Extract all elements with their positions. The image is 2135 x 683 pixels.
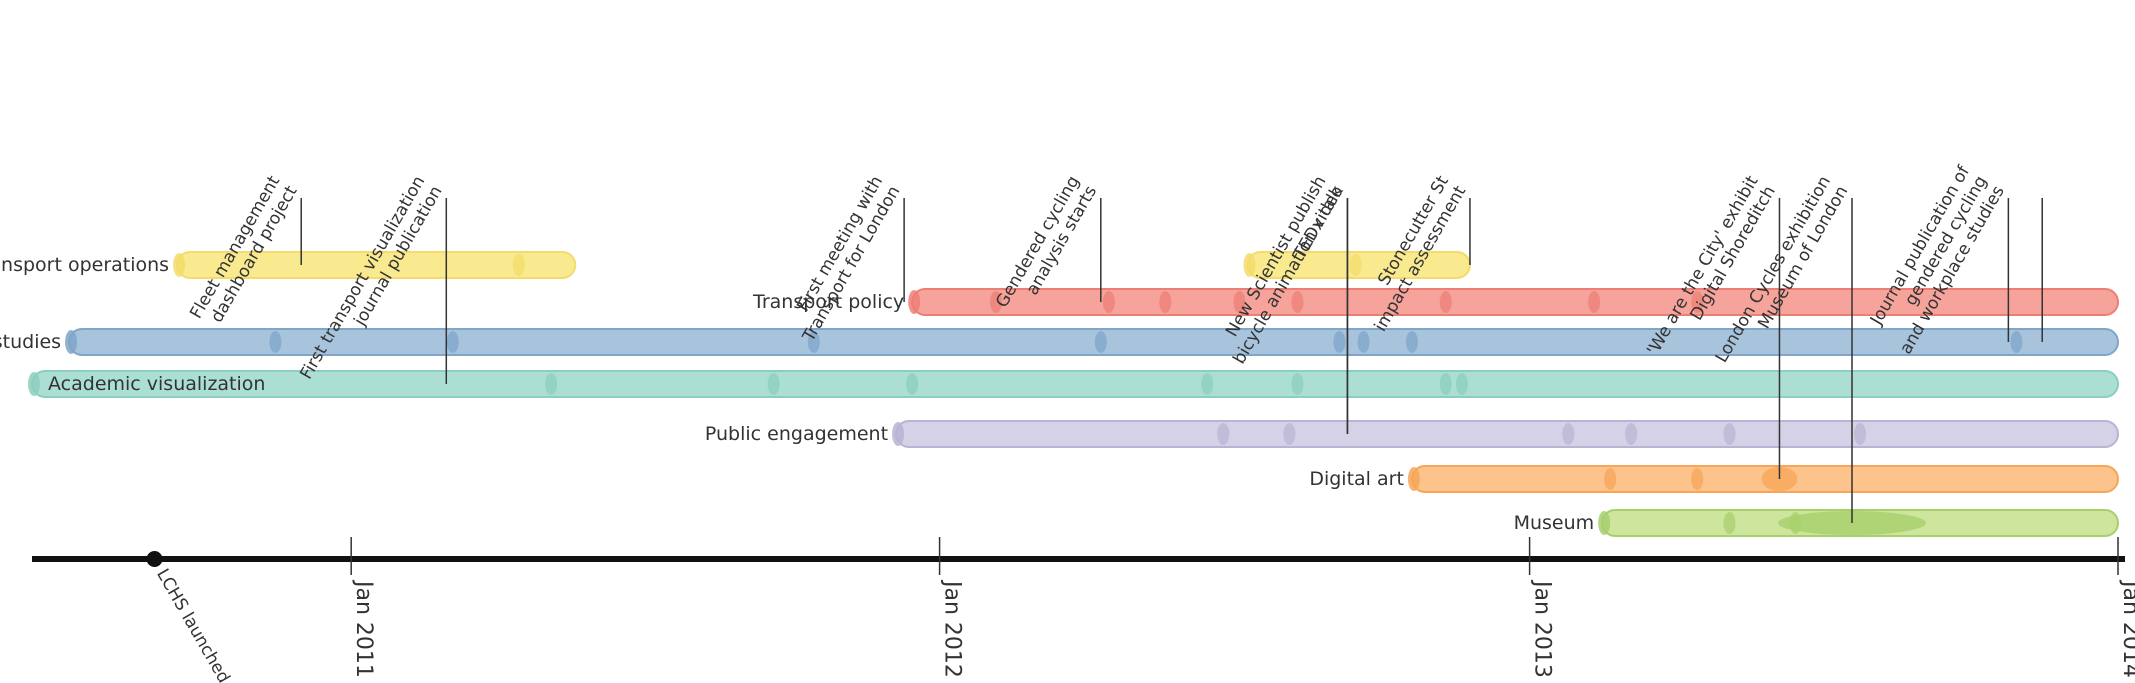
track-start-cap bbox=[28, 372, 40, 396]
event-marker bbox=[1455, 373, 1468, 395]
annotation-label: First transport visualizationjournal pub… bbox=[296, 173, 446, 393]
event-marker bbox=[1588, 291, 1601, 313]
event-marker bbox=[1405, 331, 1418, 353]
axis-tick-label: Jan 2011 bbox=[351, 579, 376, 678]
leaders-layer bbox=[300, 198, 2043, 523]
axis-tick-label: Jan 2012 bbox=[940, 579, 965, 678]
event-marker bbox=[1217, 423, 1230, 445]
track-start-cap bbox=[1243, 253, 1256, 277]
track-start-cap bbox=[1407, 467, 1420, 491]
event-marker bbox=[1691, 291, 1704, 313]
event-marker bbox=[1691, 468, 1704, 490]
track-transport-operations bbox=[173, 251, 1471, 279]
event-marker bbox=[1723, 423, 1736, 445]
track-bar-transport-studies bbox=[68, 328, 2119, 356]
event-marker bbox=[1233, 291, 1246, 313]
axis-tick-label: Jan 2013 bbox=[1530, 579, 1555, 678]
event-marker bbox=[1102, 291, 1115, 313]
event-marker bbox=[512, 254, 525, 276]
event-marker bbox=[906, 373, 919, 395]
track-label-transport-policy: Transport policy bbox=[752, 291, 904, 313]
track-start-cap bbox=[908, 290, 921, 314]
track-museum bbox=[1598, 509, 2119, 537]
event-marker bbox=[1333, 331, 1346, 353]
event-marker bbox=[1604, 468, 1617, 490]
event-marker bbox=[1349, 254, 1362, 276]
track-academic-visualization bbox=[28, 370, 2119, 398]
event-marker bbox=[1094, 331, 1107, 353]
track-label-digital-art: Digital art bbox=[1309, 468, 1404, 490]
event-marker bbox=[1854, 423, 1867, 445]
milestone-label: LCHS launched bbox=[152, 566, 234, 683]
event-marker bbox=[1439, 291, 1452, 313]
event-marker bbox=[1439, 373, 1452, 395]
event-marker bbox=[1201, 373, 1214, 395]
timeline-axis bbox=[32, 537, 2125, 575]
track-start-cap bbox=[173, 253, 186, 277]
event-marker bbox=[545, 373, 558, 395]
milestone-marker bbox=[146, 551, 163, 567]
track-bar-academic-visualization bbox=[31, 370, 2119, 398]
track-start-cap bbox=[892, 422, 905, 446]
track-transport-policy bbox=[908, 288, 2119, 316]
track-bar-public-engagement bbox=[895, 420, 2120, 448]
track-label-museum: Museum bbox=[1514, 512, 1595, 534]
track-label-transport-studies: Transport studies bbox=[0, 331, 61, 353]
event-marker bbox=[1159, 291, 1172, 313]
tracks-layer bbox=[28, 251, 2120, 537]
track-label-public-engagement: Public engagement bbox=[705, 423, 888, 445]
track-label-transport-operations: Transport operations bbox=[0, 254, 169, 276]
event-marker bbox=[1291, 373, 1304, 395]
event-marker bbox=[990, 291, 1003, 313]
event-marker bbox=[1291, 291, 1304, 313]
track-start-cap bbox=[1598, 511, 1611, 535]
event-marker bbox=[767, 373, 780, 395]
event-marker bbox=[1283, 423, 1296, 445]
event-marker bbox=[446, 331, 459, 353]
event-marker bbox=[807, 331, 820, 353]
event-marker bbox=[269, 331, 282, 353]
event-marker bbox=[1625, 423, 1638, 445]
event-marker bbox=[2010, 331, 2023, 353]
track-public-engagement bbox=[892, 420, 2120, 448]
track-transport-studies bbox=[65, 328, 2119, 356]
track-label-academic-visualization: Academic visualization bbox=[48, 373, 265, 395]
event-marker bbox=[1562, 423, 1575, 445]
track-start-cap bbox=[65, 330, 78, 354]
event-marker bbox=[1723, 512, 1736, 534]
event-marker bbox=[1357, 331, 1370, 353]
axis-tick-label: Jan 2014 bbox=[2118, 579, 2135, 678]
track-digital-art bbox=[1407, 465, 2120, 493]
annotation-label: First meeting withTransport for London bbox=[781, 173, 904, 347]
